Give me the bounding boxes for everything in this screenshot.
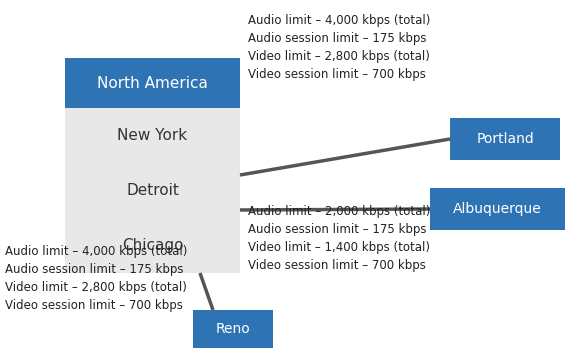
Text: Portland: Portland	[476, 132, 534, 146]
Text: Albuquerque: Albuquerque	[453, 202, 542, 216]
FancyBboxPatch shape	[65, 108, 240, 273]
Text: Chicago: Chicago	[122, 238, 183, 253]
FancyBboxPatch shape	[430, 188, 565, 230]
FancyBboxPatch shape	[450, 118, 560, 160]
Text: Reno: Reno	[216, 322, 250, 336]
Text: Audio limit – 4,000 kbps (total)
Audio session limit – 175 kbps
Video limit – 2,: Audio limit – 4,000 kbps (total) Audio s…	[248, 14, 430, 81]
Text: Audio limit – 2,000 kbps (total)
Audio session limit – 175 kbps
Video limit – 1,: Audio limit – 2,000 kbps (total) Audio s…	[248, 205, 430, 272]
Text: Audio limit – 4,000 kbps (total)
Audio session limit – 175 kbps
Video limit – 2,: Audio limit – 4,000 kbps (total) Audio s…	[5, 245, 188, 312]
Text: Detroit: Detroit	[126, 183, 179, 198]
Text: New York: New York	[117, 128, 188, 143]
Text: North America: North America	[97, 75, 208, 91]
FancyBboxPatch shape	[193, 310, 273, 348]
FancyBboxPatch shape	[65, 58, 240, 108]
